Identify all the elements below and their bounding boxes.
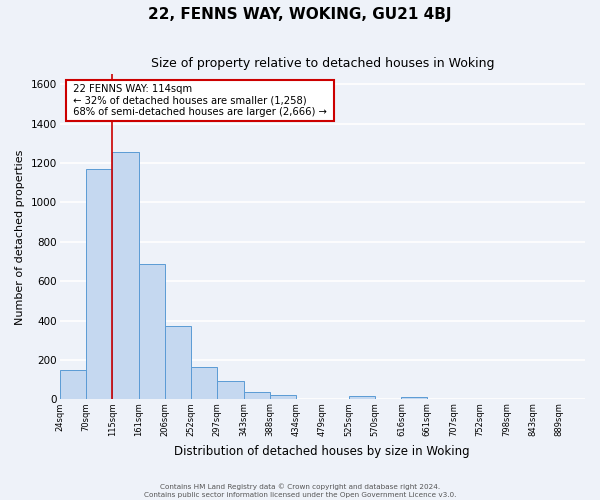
Bar xyxy=(244,392,270,400)
Bar xyxy=(349,396,375,400)
Text: 22, FENNS WAY, WOKING, GU21 4BJ: 22, FENNS WAY, WOKING, GU21 4BJ xyxy=(148,8,452,22)
Bar xyxy=(59,370,86,400)
X-axis label: Distribution of detached houses by size in Woking: Distribution of detached houses by size … xyxy=(175,444,470,458)
Bar xyxy=(164,326,191,400)
Text: 22 FENNS WAY: 114sqm
 ← 32% of detached houses are smaller (1,258)
 68% of semi-: 22 FENNS WAY: 114sqm ← 32% of detached h… xyxy=(70,84,330,117)
Bar xyxy=(112,152,139,400)
Bar xyxy=(86,169,112,400)
Bar xyxy=(217,382,244,400)
Title: Size of property relative to detached houses in Woking: Size of property relative to detached ho… xyxy=(151,58,494,70)
Bar xyxy=(191,367,217,400)
Bar xyxy=(270,395,296,400)
Text: Contains HM Land Registry data © Crown copyright and database right 2024.
Contai: Contains HM Land Registry data © Crown c… xyxy=(144,484,456,498)
Bar xyxy=(139,264,164,400)
Y-axis label: Number of detached properties: Number of detached properties xyxy=(15,149,25,324)
Bar xyxy=(401,398,427,400)
